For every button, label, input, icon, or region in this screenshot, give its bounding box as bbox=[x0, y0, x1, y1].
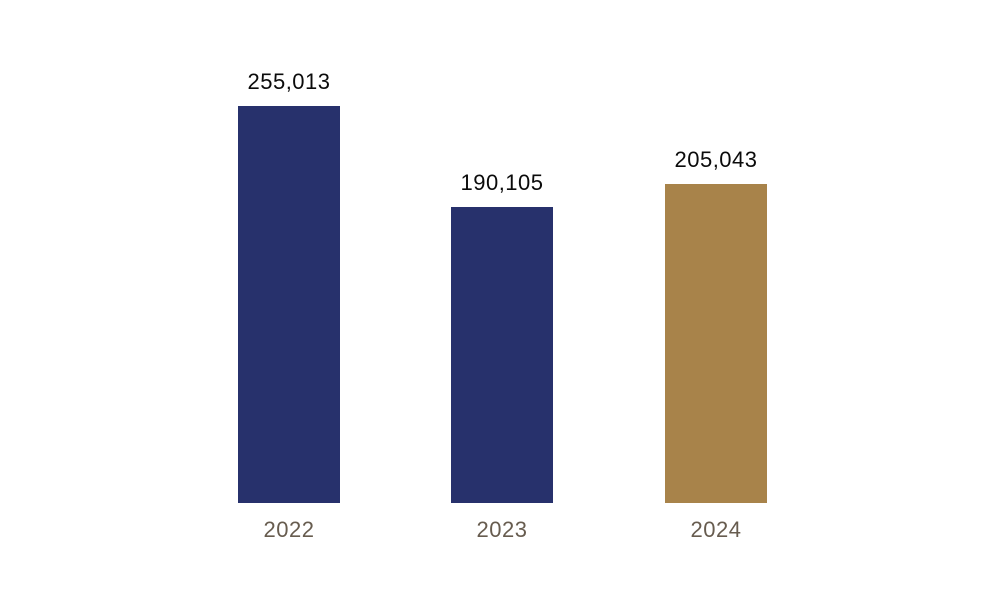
bar-group-2022: 255,013 bbox=[238, 69, 340, 503]
bar-2024 bbox=[665, 184, 767, 503]
x-tick-label-2024: 2024 bbox=[690, 517, 742, 542]
x-tick-label-2023: 2023 bbox=[476, 517, 528, 542]
bar-group-2023: 190,105 bbox=[451, 170, 553, 503]
bar-2022 bbox=[238, 106, 340, 503]
value-label-2023: 190,105 bbox=[460, 170, 544, 195]
x-tick-label-2022: 2022 bbox=[263, 517, 315, 542]
value-label-2024: 205,043 bbox=[674, 147, 758, 172]
value-label-2022: 255,013 bbox=[247, 69, 331, 94]
bar-group-2024: 205,043 bbox=[665, 147, 767, 503]
bar-2023 bbox=[451, 207, 553, 503]
